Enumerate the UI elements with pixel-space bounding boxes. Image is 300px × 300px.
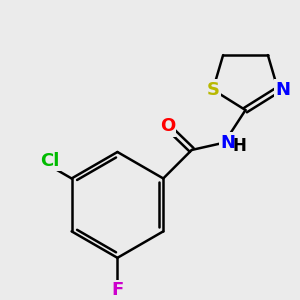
Text: N: N: [220, 134, 235, 152]
Text: H: H: [233, 137, 247, 155]
Text: N: N: [275, 81, 290, 99]
Text: F: F: [111, 281, 124, 299]
Text: Cl: Cl: [40, 152, 59, 169]
Text: O: O: [160, 117, 175, 135]
Text: S: S: [206, 81, 219, 99]
